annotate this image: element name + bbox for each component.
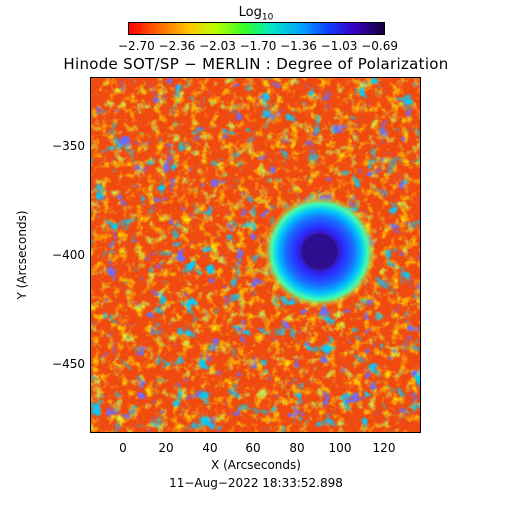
colorbar-tick: −2.36	[158, 39, 196, 53]
y-tick-label: −350	[52, 139, 85, 153]
colorbar-tick: −0.69	[361, 39, 398, 53]
sunspot-umbra	[301, 233, 338, 270]
plot-title: Hinode SOT/SP − MERLIN : Degree of Polar…	[63, 55, 449, 73]
y-tick-label: −400	[52, 248, 85, 262]
polarization-map	[90, 77, 421, 433]
x-tick-label: 20	[158, 441, 174, 455]
x-tick-label: 100	[328, 441, 352, 455]
x-axis-label: X (Arcseconds)	[211, 458, 301, 472]
x-tick-label: 40	[202, 441, 218, 455]
colorbar-ticks: −2.70 −2.36 −2.03 −1.70 −1.36 −1.03 −0.6…	[118, 39, 398, 53]
colorbar-tick: −1.70	[239, 39, 277, 53]
y-tick-label: −450	[52, 357, 85, 371]
colorbar	[128, 22, 385, 35]
colorbar-tick: −1.36	[280, 39, 317, 53]
y-axis-label: Y (Arcseconds)	[15, 210, 29, 300]
polarization-map-image	[91, 78, 420, 432]
colorbar-tick: −2.03	[199, 39, 236, 53]
colorbar-title: Log10	[238, 5, 274, 23]
timestamp: 11−Aug−2022 18:33:52.898	[169, 476, 343, 490]
x-tick-label: 80	[289, 441, 305, 455]
x-tick-label: 120	[372, 441, 396, 455]
x-tick-label: 0	[119, 441, 127, 455]
colorbar-tick: −2.70	[118, 39, 155, 53]
x-tick-label: 60	[245, 441, 261, 455]
colorbar-tick: −1.03	[320, 39, 358, 53]
sunspot	[263, 195, 376, 308]
